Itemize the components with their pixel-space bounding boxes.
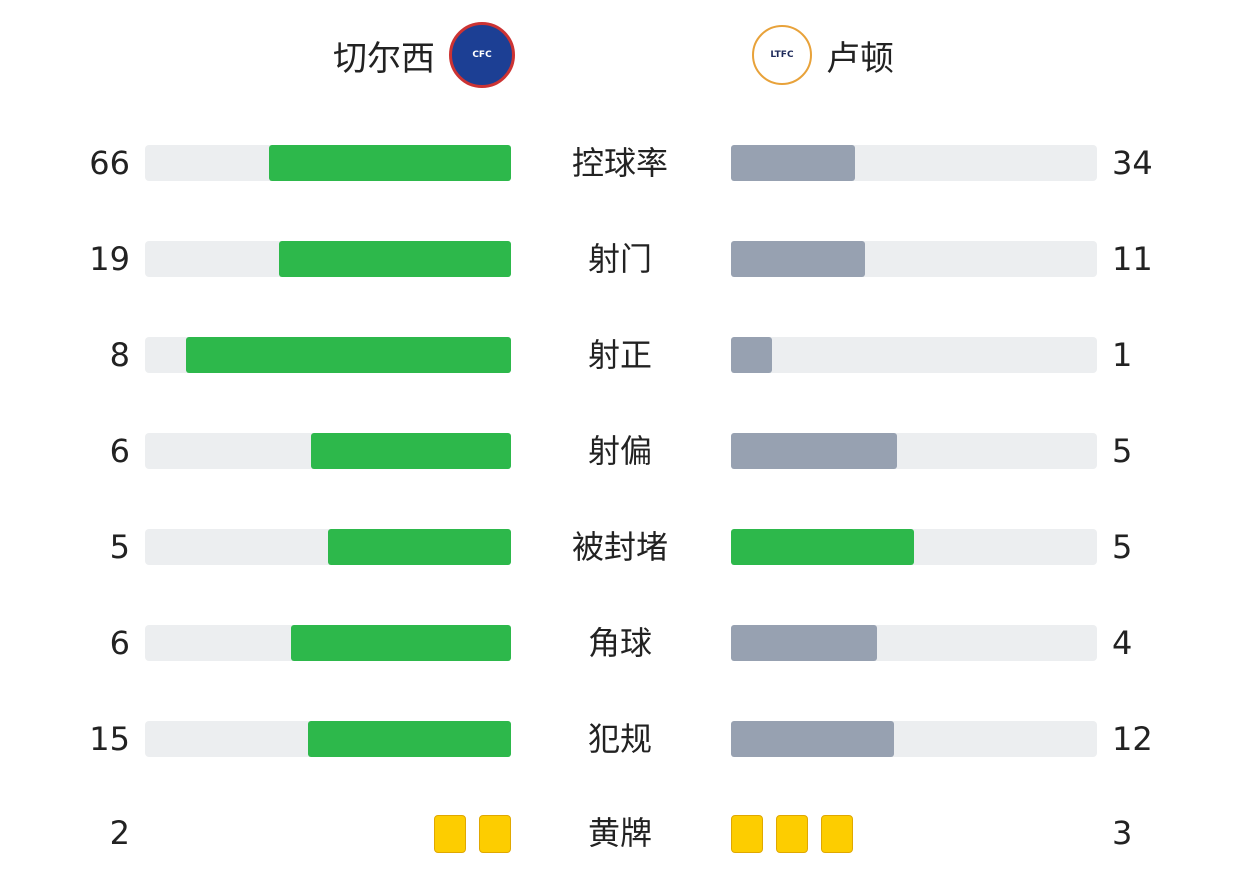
home-value: 8 [109,336,130,374]
stat-row: 66 控球率 34 [0,144,1240,182]
away-bar-track [731,337,1097,373]
stat-row: 15 犯规 12 [0,720,1240,758]
luton-logo: LTFC [752,25,812,85]
away-value: 34 [1112,144,1153,182]
home-bar [279,241,511,277]
home-value: 66 [89,144,130,182]
home-value: 5 [109,528,130,566]
home-team-header: 切尔西 CFC [333,22,515,88]
home-value: 6 [109,432,130,470]
stat-row-yellow-cards: 2 黄牌 3 [0,814,1240,853]
yellow-card-icon [479,815,511,853]
home-bar-track [145,337,511,373]
away-bar [731,529,914,565]
stat-label: 射正 [587,336,652,374]
stat-row: 19 射门 11 [0,240,1240,278]
away-bar [731,241,866,277]
yellow-card-icon [776,815,808,853]
home-bar [328,529,511,565]
chelsea-logo: CFC [449,22,515,88]
home-team-name: 切尔西 [333,38,435,79]
home-value: 2 [109,814,130,852]
away-value: 5 [1112,432,1133,470]
away-value: 5 [1112,528,1133,566]
away-value: 1 [1112,336,1133,374]
stat-label: 控球率 [571,144,668,182]
home-bar [311,433,511,469]
away-bar [731,625,878,661]
home-bar-track [145,145,511,181]
away-bar-track [731,241,1097,277]
home-bar [269,145,511,181]
away-bar-track [731,145,1097,181]
stat-label: 被封堵 [571,528,668,566]
away-bar-track [731,625,1097,661]
home-bar-track [145,433,511,469]
stat-label: 射偏 [587,432,652,470]
away-value: 3 [1112,814,1133,852]
stat-label: 射门 [587,240,652,278]
away-value: 11 [1112,240,1153,278]
away-team-name: 卢顿 [826,38,894,79]
home-bar-track [145,529,511,565]
home-bar [185,337,511,373]
stat-label: 角球 [587,624,652,662]
home-bar-track [145,241,511,277]
away-value: 12 [1112,720,1153,758]
stat-label: 犯规 [587,720,652,758]
home-bar [291,625,511,661]
away-bar-track [731,433,1097,469]
yellow-card-icon [821,815,853,853]
away-bar-track [731,721,1097,757]
away-bar [731,433,898,469]
away-team-header: LTFC 卢顿 [752,22,894,88]
stat-row: 6 射偏 5 [0,432,1240,470]
stat-row: 8 射正 1 [0,336,1240,374]
away-bar [731,721,894,757]
yellow-card-icon [434,815,466,853]
away-bar-track [731,529,1097,565]
away-bar [731,337,772,373]
home-bar [307,721,511,757]
away-bar [731,145,856,181]
away-value: 4 [1112,624,1133,662]
home-value: 15 [89,720,130,758]
yellow-card-icon [731,815,763,853]
home-bar-track [145,625,511,661]
home-value: 19 [89,240,130,278]
stat-row: 5 被封堵 5 [0,528,1240,566]
home-bar-track [145,721,511,757]
stat-label: 黄牌 [587,814,652,852]
stat-row: 6 角球 4 [0,624,1240,662]
home-value: 6 [109,624,130,662]
